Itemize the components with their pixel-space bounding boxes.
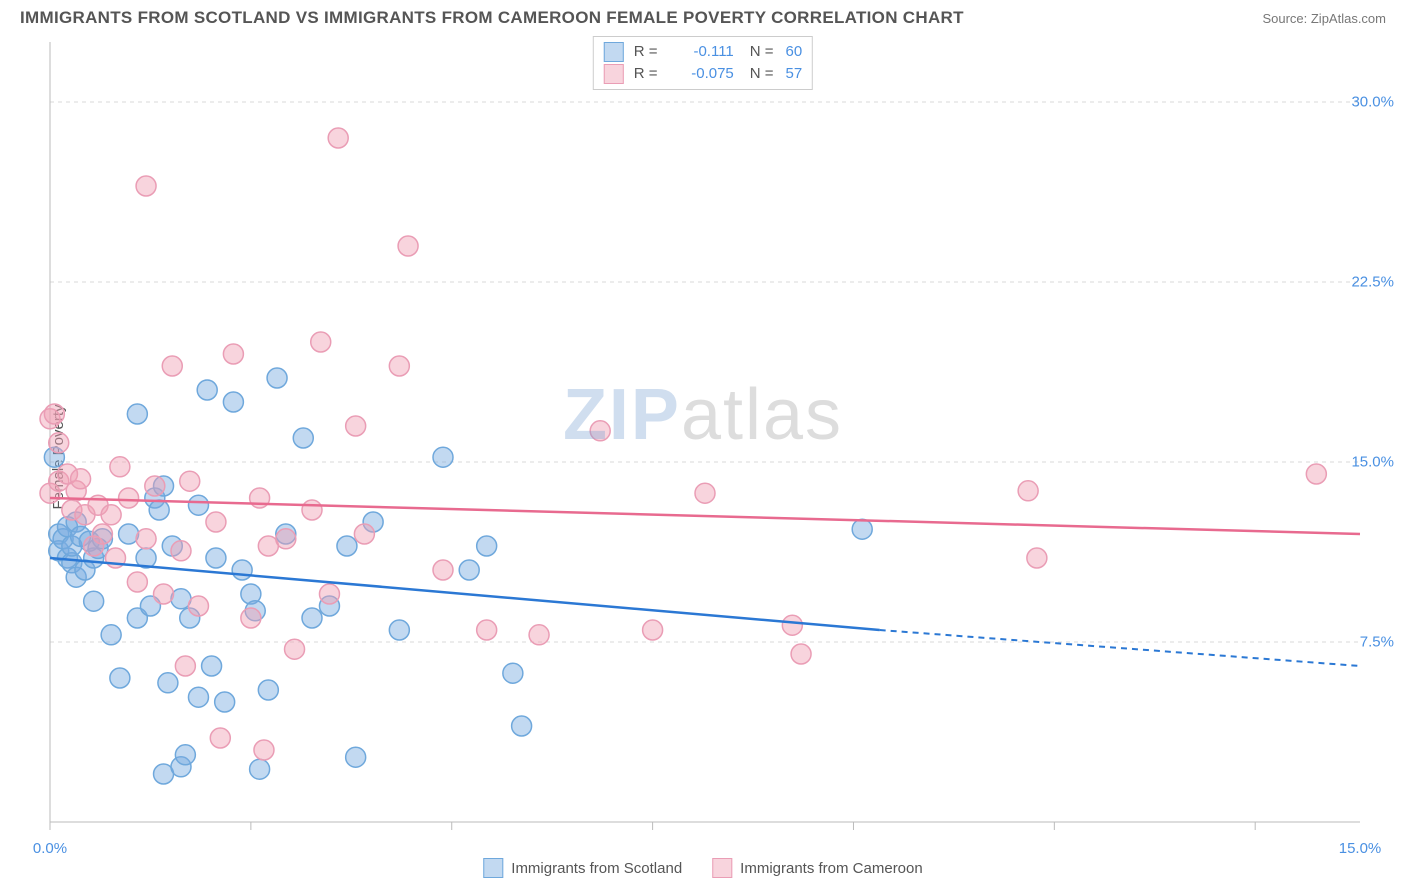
legend-item: Immigrants from Cameroon xyxy=(712,858,923,878)
r-label: R = xyxy=(634,63,664,85)
y-tick-label: 30.0% xyxy=(1351,94,1394,111)
series-legend: Immigrants from Scotland Immigrants from … xyxy=(483,858,922,878)
stats-legend: R = -0.111 N = 60 R = -0.075 N = 57 xyxy=(593,36,813,90)
y-tick-label: 15.0% xyxy=(1351,454,1394,471)
x-tick-label: 15.0% xyxy=(1339,840,1382,857)
legend-swatch xyxy=(604,64,624,84)
legend-swatch xyxy=(712,858,732,878)
chart-area: Female Poverty ZIPatlas R =-0.111N =60R … xyxy=(0,32,1406,882)
legend-label: Immigrants from Scotland xyxy=(511,860,682,877)
legend-swatch xyxy=(604,42,624,62)
source-attribution: Source: ZipAtlas.com xyxy=(1262,11,1386,26)
r-value: -0.075 xyxy=(674,63,734,85)
legend-label: Immigrants from Cameroon xyxy=(740,860,923,877)
stats-legend-row: R = -0.111 N = 60 xyxy=(604,41,802,63)
x-tick-label: 0.0% xyxy=(33,840,67,857)
legend-swatch xyxy=(483,858,503,878)
r-label: R = xyxy=(634,41,664,63)
n-label: N = xyxy=(750,41,774,63)
y-tick-label: 7.5% xyxy=(1360,634,1394,651)
scatter-chart xyxy=(0,32,1406,882)
chart-title: IMMIGRANTS FROM SCOTLAND VS IMMIGRANTS F… xyxy=(20,8,964,28)
n-value: 57 xyxy=(786,63,803,85)
stats-legend-row: R = -0.075 N = 57 xyxy=(604,63,802,85)
source-link[interactable]: ZipAtlas.com xyxy=(1311,11,1386,26)
n-label: N = xyxy=(750,63,774,85)
y-tick-label: 22.5% xyxy=(1351,274,1394,291)
legend-item: Immigrants from Scotland xyxy=(483,858,682,878)
n-value: 60 xyxy=(786,41,803,63)
r-value: -0.111 xyxy=(674,41,734,63)
